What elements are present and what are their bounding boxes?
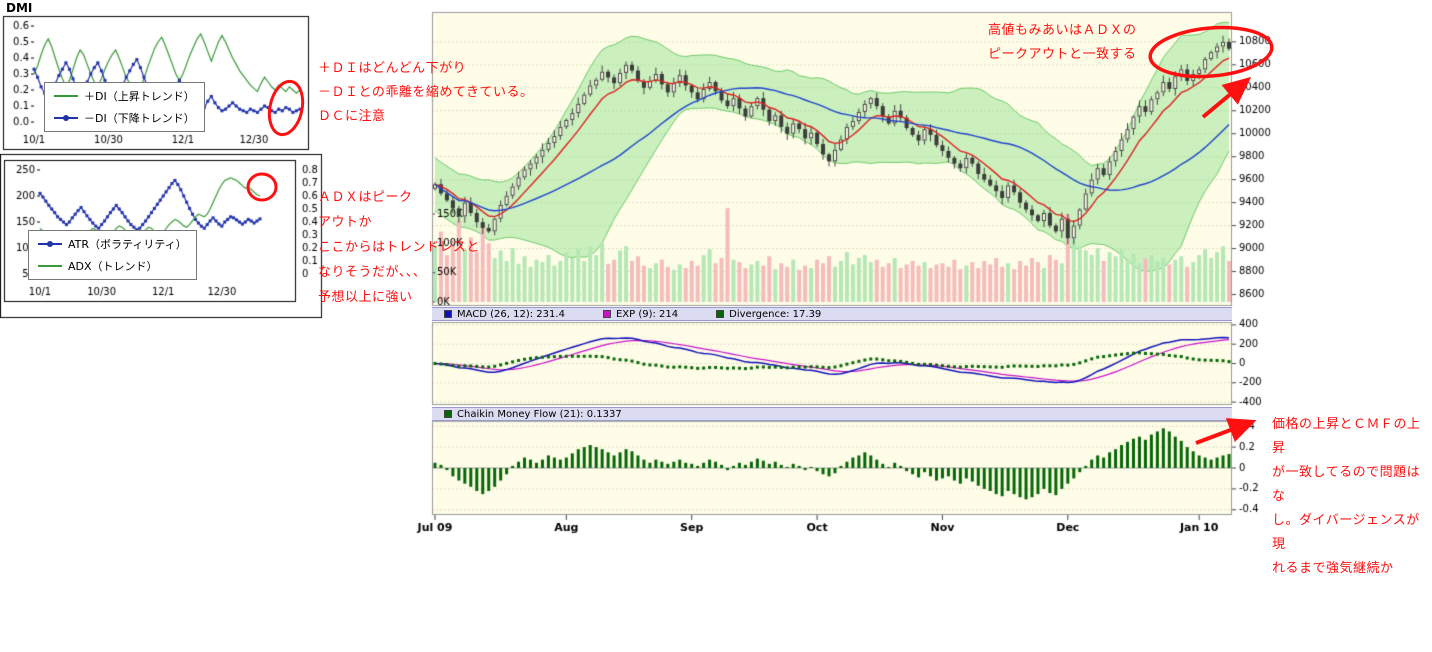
macd-header: MACD (26, 12): 231.4 EXP (9): 214 Diverg… bbox=[432, 307, 1232, 321]
legend-label: －DI（下降トレンド） bbox=[84, 112, 195, 125]
atr-line-sample bbox=[38, 241, 62, 247]
legend-label: ＋DI（上昇トレンド） bbox=[84, 90, 195, 103]
legend-item: ADX（トレンド） bbox=[38, 258, 187, 274]
legend-label: ADX（トレンド） bbox=[68, 260, 158, 273]
divergence-legend-item: Divergence: 17.39 bbox=[716, 309, 821, 320]
exp-swatch bbox=[602, 310, 611, 318]
legend-item: ATR（ボラティリティ） bbox=[38, 236, 187, 252]
legend-label: ATR（ボラティリティ） bbox=[68, 238, 187, 251]
legend-item: －DI（下降トレンド） bbox=[54, 110, 195, 126]
adx-line-sample bbox=[38, 265, 62, 267]
dmi-panel-title: DMI bbox=[6, 1, 33, 15]
legend-item: ＋DI（上昇トレンド） bbox=[54, 88, 195, 104]
divergence-swatch bbox=[716, 310, 725, 318]
cmf-header: Chaikin Money Flow (21): 0.1337 bbox=[432, 407, 1232, 421]
macd-legend-item: MACD (26, 12): 231.4 bbox=[444, 309, 565, 320]
divergence-legend-label: Divergence: 17.39 bbox=[729, 308, 822, 320]
cmf-legend-label: Chaikin Money Flow (21): 0.1337 bbox=[457, 408, 622, 420]
plus-di-line-sample bbox=[54, 95, 78, 97]
exp-legend-item: EXP (9): 214 bbox=[602, 308, 679, 320]
exp-legend-label: EXP (9): 214 bbox=[615, 308, 679, 320]
macd-swatch bbox=[444, 310, 452, 318]
annotation-cmf-note: 価格の上昇とＣＭＦの上昇 が一致してるので問題はな し。ダイバージェンスが現 れ… bbox=[1272, 417, 1421, 576]
cmf-swatch bbox=[444, 410, 452, 418]
minus-di-line-sample bbox=[54, 115, 78, 121]
annotation-adx-note: ＡＤＸはピーク アウトか ここからはトレンドレスと なりそうだが、、、 予想以上… bbox=[318, 190, 481, 305]
cmf-legend-item: Chaikin Money Flow (21): 0.1337 bbox=[444, 409, 622, 420]
dmi-legend: ＋DI（上昇トレンド） －DI（下降トレンド） bbox=[44, 82, 205, 132]
annotation-dmi-note: ＋ＤＩはどんどん下がり －ＤＩとの乖離を縮めてきている。 ＤＣに注意 bbox=[318, 61, 534, 124]
annotation-peak-note: 高値もみあいはＡＤＸの ピークアウトと一致する bbox=[988, 23, 1137, 62]
atr-adx-legend: ATR（ボラティリティ） ADX（トレンド） bbox=[28, 230, 197, 280]
macd-legend-label: MACD (26, 12): 231.4 bbox=[457, 308, 565, 320]
